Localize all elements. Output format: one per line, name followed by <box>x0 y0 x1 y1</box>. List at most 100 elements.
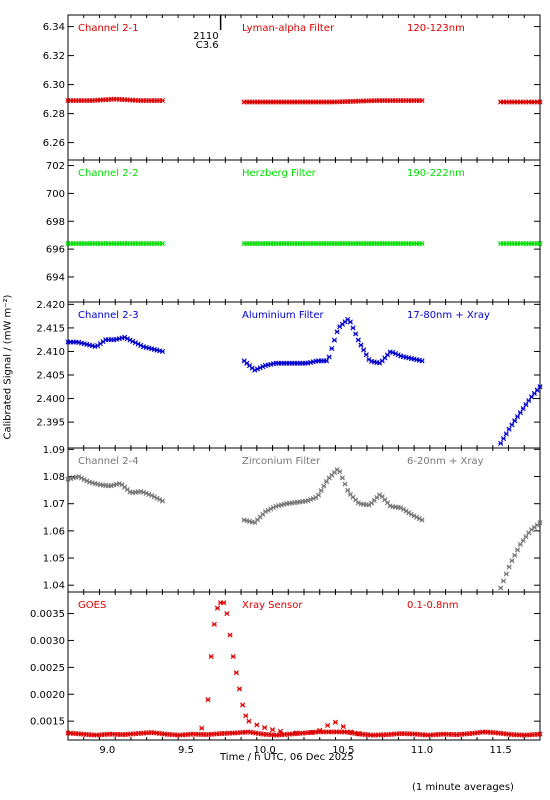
data-point <box>358 342 364 348</box>
y-tick-label: 0.0015 <box>30 717 65 728</box>
channel-label: GOES <box>78 600 106 611</box>
channel-label: Channel 2-1 <box>78 23 139 34</box>
footer-note: (1 minute averages) <box>412 782 514 793</box>
data-point <box>503 431 509 437</box>
y-tick-label: 2.420 <box>36 300 65 311</box>
data-point <box>506 426 512 432</box>
band-label: 6-20nm + Xray <box>407 456 484 467</box>
data-point <box>221 600 227 606</box>
data-point <box>509 558 515 564</box>
y-tick-label: 2.395 <box>36 418 65 429</box>
y-tick-label: 698 <box>46 217 65 228</box>
x-tick-label: 9.0 <box>99 745 115 756</box>
data-point <box>506 564 512 570</box>
data-point <box>500 435 507 442</box>
channel-label: Channel 2-2 <box>78 168 139 179</box>
y-tick-label: 6.26 <box>43 138 65 149</box>
data-point <box>159 498 165 504</box>
data-point <box>514 547 521 553</box>
data-point <box>498 440 504 446</box>
data-point <box>512 418 518 424</box>
data-point <box>227 632 233 638</box>
data-point <box>159 97 165 104</box>
data-point <box>332 719 339 725</box>
y-tick-label: 1.09 <box>43 445 65 456</box>
panel-5: 0.0015 0.0020 0.0025 0.0030 0.0035 GOES Xray S… <box>30 591 543 741</box>
data-point <box>243 713 249 719</box>
y-tick-label: 702 <box>46 161 65 172</box>
data-point <box>331 337 338 343</box>
channel-label: Channel 2-4 <box>78 456 139 467</box>
panel-frame <box>67 591 541 741</box>
y-tick-label: 1.07 <box>43 499 65 510</box>
data-point <box>293 730 299 736</box>
x-tick-label: 11.5 <box>490 745 512 756</box>
panel-frame <box>67 301 541 449</box>
data-point <box>350 325 356 331</box>
data-point <box>233 670 239 676</box>
x-axis-label: Time / h UTC, 06 Dec 2025 <box>220 752 354 763</box>
data-point <box>363 352 369 358</box>
data-point <box>348 729 354 735</box>
data-point <box>277 728 283 734</box>
filter-label: Lyman-alpha Filter <box>242 23 335 34</box>
data-point <box>254 722 260 728</box>
data-point <box>315 492 322 498</box>
panel-frame <box>67 159 541 303</box>
y-tick-label: 6.32 <box>43 51 65 62</box>
data-point <box>347 319 353 325</box>
channel-label: Channel 2-3 <box>78 310 139 321</box>
data-point <box>537 520 543 526</box>
x-tick-label: 11.0 <box>411 745 433 756</box>
data-point <box>224 610 230 617</box>
data-point <box>342 481 348 487</box>
data-point <box>339 475 345 481</box>
data-point <box>520 406 526 412</box>
x-tick-label: 9.5 <box>178 745 194 756</box>
data-point <box>262 725 268 731</box>
data-point <box>230 653 236 660</box>
data-point <box>523 402 529 408</box>
data-point <box>340 723 346 730</box>
flare-marker-class: C3.6 <box>196 40 219 51</box>
data-point <box>537 731 543 737</box>
data-point <box>355 337 361 343</box>
data-point <box>199 725 205 731</box>
filter-label: Xray Sensor <box>242 600 303 611</box>
y-tick-label: 2.415 <box>36 323 65 334</box>
data-point <box>334 329 340 335</box>
panel-frame <box>67 447 541 593</box>
y-tick-label: 700 <box>46 189 65 200</box>
y-tick-label: 2.410 <box>36 347 65 358</box>
data-point <box>517 541 523 548</box>
data-point <box>323 479 330 485</box>
band-label: 0.1-0.8nm <box>407 600 459 611</box>
data-point <box>269 727 276 733</box>
data-point <box>329 345 335 352</box>
y-tick-label: 0.0030 <box>30 636 65 647</box>
data-point <box>208 653 214 660</box>
data-point <box>236 686 243 692</box>
y-tick-label: 694 <box>46 272 65 283</box>
data-point <box>512 552 518 558</box>
data-point <box>537 240 543 247</box>
filter-label: Zirconium Filter <box>242 456 321 467</box>
panel-3: 2.395 2.400 2.405 2.410 2.415 2.420 Channel 2-… <box>36 300 543 449</box>
y-tick-label: 0.0025 <box>30 663 65 674</box>
data-point <box>317 727 323 733</box>
data-point <box>337 469 343 475</box>
data-point <box>246 718 252 724</box>
y-axis-label: Calibrated Signal / (mW m⁻²) <box>2 294 14 440</box>
y-tick-label: 6.34 <box>43 22 65 33</box>
y-tick-label: 1.06 <box>43 526 65 537</box>
x-tick-label: 10.5 <box>332 745 354 756</box>
data-point <box>419 517 425 523</box>
data-point <box>419 240 425 247</box>
y-tick-label: 6.28 <box>43 109 65 120</box>
y-tick-label: 1.04 <box>43 581 65 592</box>
data-point <box>205 697 211 703</box>
panel-frame <box>67 14 541 161</box>
data-point <box>326 354 332 360</box>
data-point <box>537 384 543 390</box>
